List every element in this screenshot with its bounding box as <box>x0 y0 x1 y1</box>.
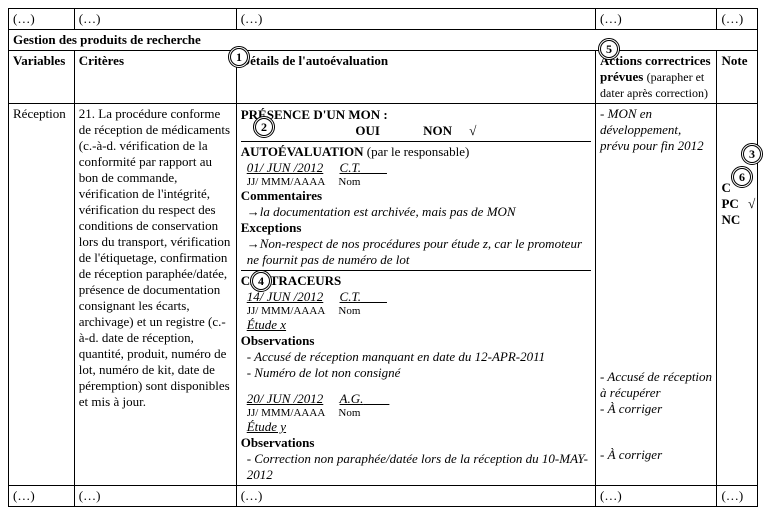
obs-y1: - Correction non paraphée/datée lors de … <box>247 451 591 483</box>
exceptions-text: →Non-respect de nos procédures pour étud… <box>247 236 591 268</box>
cas-date-fmt2: JJ/ MMM/AAAA <box>247 305 325 317</box>
cas-name-fmt3: Nom <box>338 407 360 419</box>
autoeval-name1: C.T. <box>340 160 361 175</box>
ellipsis-row-bottom: (…) (…) (…) (…) (…) <box>9 486 758 507</box>
action-2: - Accusé de réception à récupérer <box>600 369 712 401</box>
etude-y: Étude y <box>247 419 591 435</box>
autoeval-sub: (par le responsable) <box>367 144 470 159</box>
autoeval-date-fmt: JJ/ MMM/AAAA <box>247 176 325 188</box>
badge-1: 1 <box>228 46 250 68</box>
badge-5: 5 <box>598 38 620 60</box>
presence-oui: OUI <box>355 123 380 138</box>
cell-ellipsis: (…) <box>236 486 595 507</box>
critere-text: 21. La procédure conforme de réception d… <box>79 106 231 409</box>
action-4: - À corriger <box>600 447 712 463</box>
header-row: Variables Critères Détails de l'autoéval… <box>9 51 758 104</box>
cell-ellipsis: (…) <box>596 9 717 30</box>
cas-date-fmt3: JJ/ MMM/AAAA <box>247 407 325 419</box>
etude-x: Étude x <box>247 317 591 333</box>
hdr-details: Détails de l'autoévaluation <box>236 51 595 104</box>
cell-critere: 21. La procédure conforme de réception d… <box>74 104 236 486</box>
note-pc: PC <box>721 196 738 211</box>
cell-ellipsis: (…) <box>74 486 236 507</box>
autoeval-label: AUTOÉVALUATION <box>241 144 364 159</box>
hdr-criteres-text: Critères <box>79 53 124 68</box>
note-nc: NC <box>721 212 740 227</box>
commentaires-label: Commentaires <box>241 188 591 204</box>
commentaires-text: →la documentation est archivée, mais pas… <box>247 204 591 220</box>
cell-ellipsis: (…) <box>236 9 595 30</box>
action-1: - MON en développement, prévu pour fin 2… <box>600 106 712 154</box>
cell-ellipsis: (…) <box>9 486 75 507</box>
cell-ellipsis: (…) <box>717 9 758 30</box>
ellipsis-row-top: (…) (…) (…) (…) (…) <box>9 9 758 30</box>
badge-6: 6 <box>731 166 753 188</box>
autoeval-name-fmt: Nom <box>338 176 360 188</box>
section-title-row: Gestion des produits de recherche <box>9 30 758 51</box>
cas-name-fmt2: Nom <box>338 305 360 317</box>
cas-name3: A.G. <box>340 391 364 406</box>
cell-ellipsis: (…) <box>596 486 717 507</box>
action-3: - À corriger <box>600 401 712 417</box>
main-table: (…) (…) (…) (…) (…) Gestion des produits… <box>8 8 758 507</box>
cas-label: CAS TRACEURS <box>241 273 591 289</box>
cas-name2: C.T. <box>340 289 361 304</box>
content-row: Réception 21. La procédure conforme de r… <box>9 104 758 486</box>
exceptions-label: Exceptions <box>241 220 591 236</box>
obs-x2: - Numéro de lot non consigné <box>247 365 591 381</box>
cell-ellipsis: (…) <box>9 9 75 30</box>
hdr-details-text: Détails de l'autoévaluation <box>241 53 388 68</box>
presence-non-mark: √ <box>469 123 476 138</box>
cell-variable: Réception <box>9 104 75 486</box>
note-pc-mark: √ <box>748 196 755 211</box>
hdr-criteres: Critères <box>74 51 236 104</box>
section-title: Gestion des produits de recherche <box>9 30 758 51</box>
hdr-variables: Variables <box>9 51 75 104</box>
autoeval-date1: 01/ JUN /2012 <box>247 160 324 175</box>
presence-non: NON <box>423 123 452 138</box>
cell-ellipsis: (…) <box>74 9 236 30</box>
note-c: C <box>721 180 730 195</box>
obs-label-y: Observations <box>241 435 591 451</box>
badge-2: 2 <box>253 116 275 138</box>
cas-date3: 20/ JUN /2012 <box>247 391 324 406</box>
cell-actions: - MON en développement, prévu pour fin 2… <box>596 104 717 486</box>
badge-3: 3 <box>741 143 763 165</box>
cell-details: PRÉSENCE D'UN MON : OUI NON √ AUTOÉVALUA… <box>236 104 595 486</box>
obs-x1: - Accusé de réception manquant en date d… <box>247 349 591 365</box>
hdr-note: Note <box>717 51 758 104</box>
badge-4: 4 <box>250 270 272 292</box>
cell-ellipsis: (…) <box>717 486 758 507</box>
obs-label-x: Observations <box>241 333 591 349</box>
table-wrapper: 1 2 3 4 5 6 (…) (…) (…) (…) (…) Gestion … <box>8 8 758 507</box>
